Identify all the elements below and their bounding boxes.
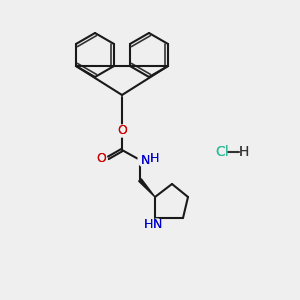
Text: Cl: Cl: [215, 145, 229, 159]
Text: H: H: [143, 218, 153, 230]
Text: O: O: [117, 124, 127, 137]
Text: N: N: [152, 218, 162, 232]
Text: O: O: [96, 152, 106, 166]
Text: O: O: [117, 124, 127, 137]
Circle shape: [116, 125, 128, 137]
Text: O: O: [96, 152, 106, 166]
Text: –: –: [232, 146, 238, 158]
Text: N: N: [140, 154, 150, 166]
Circle shape: [149, 154, 159, 164]
Circle shape: [143, 219, 153, 229]
Circle shape: [138, 153, 152, 167]
Text: N: N: [140, 154, 150, 166]
Text: Cl: Cl: [215, 145, 229, 159]
Circle shape: [95, 153, 107, 165]
Text: H: H: [149, 152, 159, 166]
Text: H: H: [149, 152, 159, 166]
Text: N: N: [152, 218, 162, 232]
Text: H: H: [143, 218, 153, 230]
Polygon shape: [139, 179, 155, 197]
Text: H: H: [239, 145, 249, 159]
Circle shape: [151, 219, 163, 231]
Text: H: H: [239, 145, 249, 159]
